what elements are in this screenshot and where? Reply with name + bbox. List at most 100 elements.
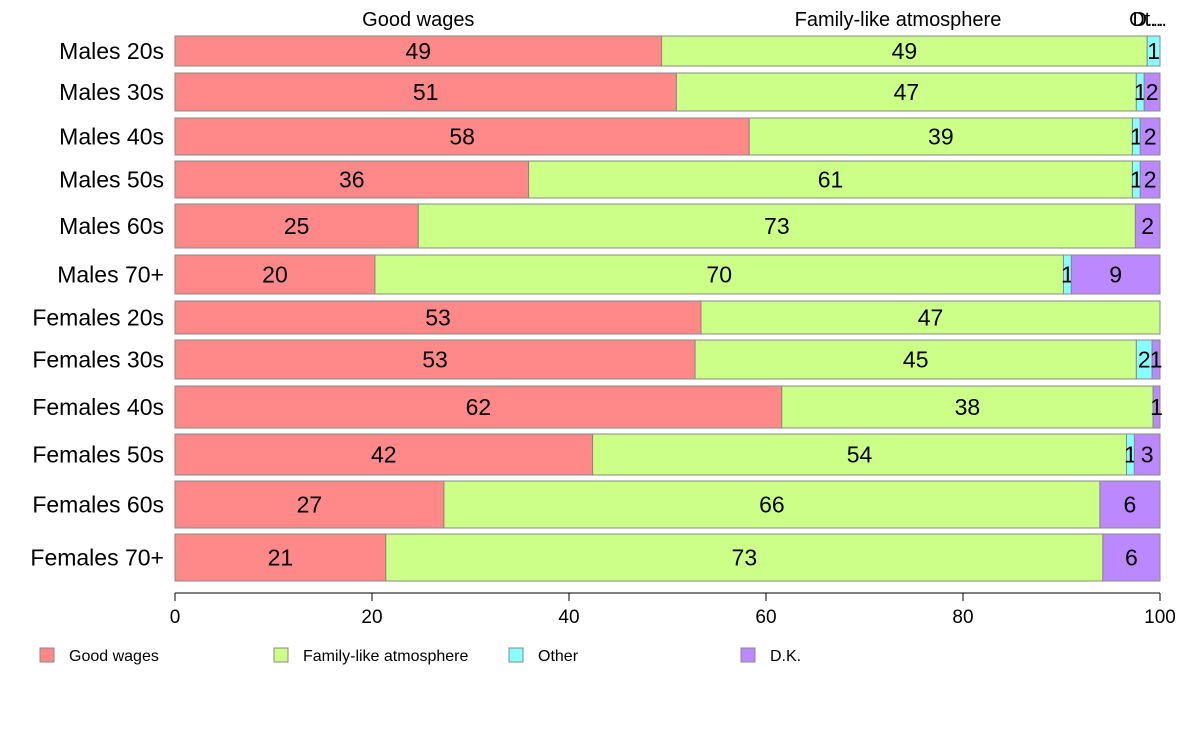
bar-segment	[374, 254, 1064, 295]
data-label: 1	[1150, 347, 1163, 373]
data-label: 66	[759, 492, 785, 518]
legend: Good wages Family-like atmosphere Other D.K…	[39, 647, 801, 665]
data-label: 1	[1061, 262, 1074, 288]
x-axis: 0 20 40 60 80 100	[170, 592, 1176, 628]
data-label: 9	[1109, 262, 1122, 288]
legend-label: Family-like atmosphere	[303, 648, 468, 665]
data-label: 1	[1130, 167, 1143, 193]
data-label: 1	[1134, 79, 1147, 105]
bars-area: 49 49 151 47 1 258 39 1 236 61 1 225 73 220 70 1 953 4753…	[174, 35, 1163, 582]
column-header-3: Ot...	[1129, 9, 1167, 31]
data-label: 49	[405, 38, 431, 64]
bar-segment	[661, 35, 1148, 67]
data-label: 27	[297, 492, 323, 518]
bar-segment	[443, 480, 1101, 529]
data-label: 70	[706, 262, 732, 288]
bar-segment	[417, 203, 1136, 249]
category-label: Males 60s	[59, 213, 164, 239]
bar-segment	[174, 254, 376, 295]
category-label: Males 20s	[59, 38, 164, 64]
data-label: 42	[371, 442, 397, 468]
data-label: 38	[955, 394, 981, 420]
bar-segment	[174, 203, 419, 249]
data-label: 6	[1124, 492, 1137, 518]
category-labels: Males 20s Males 30s Males 40s Males 50s Male…	[30, 38, 164, 571]
x-tick-label: 80	[952, 607, 973, 628]
data-label: 49	[892, 38, 918, 64]
data-label: 73	[732, 545, 758, 571]
column-header-1: Good wages	[362, 9, 474, 31]
data-label: 54	[847, 442, 873, 468]
category-label: Females 70+	[30, 545, 164, 571]
category-label: Males 50s	[59, 167, 164, 193]
bar-segment	[174, 480, 445, 529]
bar-segment	[1151, 339, 1161, 380]
data-label: 45	[903, 347, 929, 373]
data-label: 51	[413, 79, 439, 105]
bar-segment	[174, 433, 594, 476]
bar-segment	[1070, 254, 1161, 295]
data-label: 58	[449, 124, 475, 150]
bar-segment	[174, 385, 783, 429]
data-label: 53	[422, 347, 448, 373]
bar-segment	[174, 72, 677, 112]
data-label: 21	[268, 545, 294, 571]
bar-segment	[1152, 385, 1161, 429]
bar-segment	[1146, 35, 1161, 67]
category-label: Females 60s	[32, 492, 164, 518]
data-label: 2	[1144, 124, 1157, 150]
legend-label: Other	[538, 648, 579, 665]
data-label: 2	[1138, 347, 1151, 373]
data-label: 2	[1144, 167, 1157, 193]
category-label: Females 50s	[32, 442, 164, 468]
category-label: Females 40s	[32, 394, 164, 420]
bar-segment	[528, 160, 1133, 199]
data-label: 1	[1147, 38, 1160, 64]
category-label: Males 30s	[59, 79, 164, 105]
data-label: 6	[1125, 545, 1138, 571]
bar-segment	[675, 72, 1137, 112]
data-label: 53	[425, 305, 451, 331]
category-label: Males 40s	[59, 124, 164, 150]
bar-segment	[174, 300, 702, 335]
data-label: 1	[1124, 442, 1137, 468]
bar-segment	[385, 533, 1104, 582]
data-label: 47	[894, 79, 920, 105]
category-label: Females 30s	[32, 347, 164, 373]
column-headers: Good wages Family-like atmosphere Ot...D..…	[362, 9, 1167, 31]
bar-segment	[174, 533, 387, 582]
data-label: 3	[1141, 442, 1154, 468]
bar-segment	[694, 339, 1137, 380]
legend-label: Good wages	[69, 648, 159, 665]
bar-segment	[1099, 480, 1161, 529]
data-label: 1	[1130, 124, 1143, 150]
bar-segment	[1133, 433, 1161, 476]
bar-segment	[1139, 117, 1161, 156]
column-header-2: Family-like atmosphere	[795, 9, 1002, 31]
data-label: 2	[1141, 213, 1154, 239]
bar-segment	[174, 117, 750, 156]
data-label: 2	[1146, 79, 1159, 105]
data-label: 47	[918, 305, 944, 331]
bar-segment	[1134, 203, 1161, 249]
data-label: 73	[764, 213, 790, 239]
data-label: 25	[284, 213, 310, 239]
data-label: 1	[1150, 394, 1163, 420]
legend-label: D.K.	[770, 648, 801, 665]
bar-segment	[1102, 533, 1161, 582]
bar-segment	[748, 117, 1133, 156]
x-tick-label: 0	[170, 607, 181, 628]
x-tick-label: 100	[1144, 607, 1176, 628]
bar-segment	[700, 300, 1161, 335]
legend-swatch	[508, 647, 524, 663]
category-label: Males 70+	[57, 262, 164, 288]
data-label: 61	[818, 167, 844, 193]
bar-segment	[592, 433, 1128, 476]
category-label: Females 20s	[32, 305, 164, 331]
bar-segment	[174, 339, 696, 380]
data-label: 39	[928, 124, 954, 150]
x-tick-label: 20	[361, 607, 382, 628]
legend-swatch	[39, 647, 55, 663]
column-header-4: D...	[1132, 9, 1163, 31]
